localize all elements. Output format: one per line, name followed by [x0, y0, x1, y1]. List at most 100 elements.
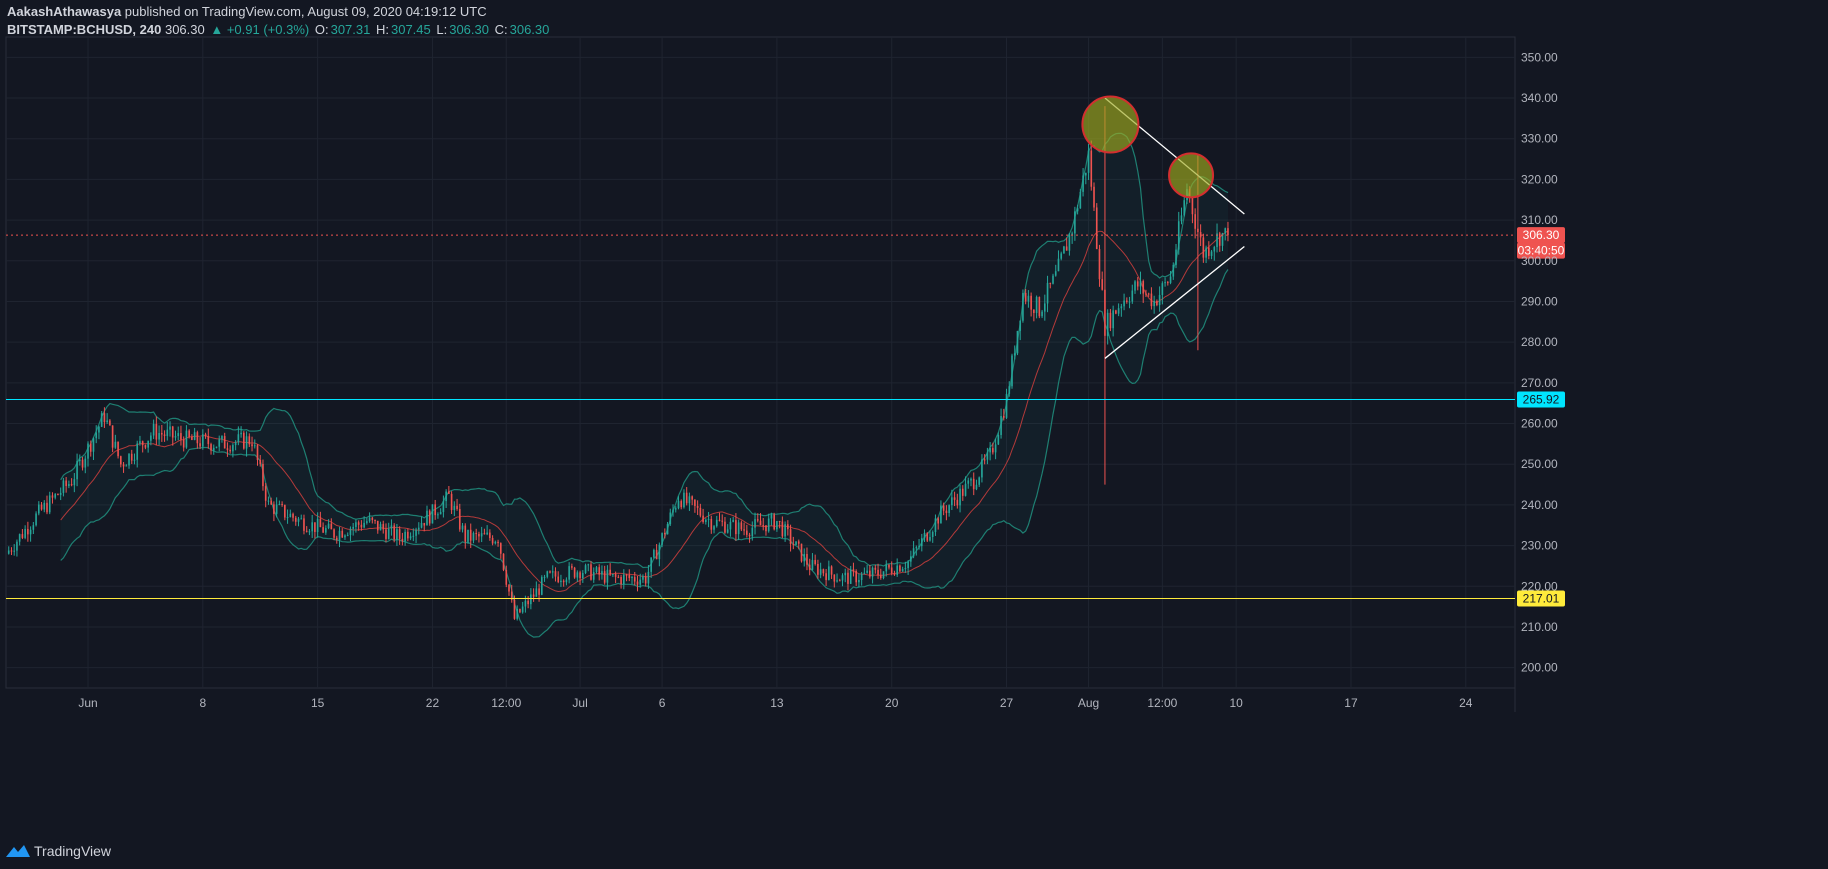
- candle-body: [325, 528, 327, 533]
- brand-name: TradingView: [34, 843, 112, 859]
- candle-body: [934, 518, 937, 532]
- candle-body: [155, 423, 158, 440]
- symbol-label[interactable]: BITSTAMP:BCHUSD, 240: [7, 22, 162, 37]
- candle-body: [877, 569, 879, 576]
- candle-body: [866, 570, 868, 573]
- candle-body: [202, 434, 204, 447]
- candle-body: [620, 577, 622, 584]
- candle-body: [970, 478, 972, 481]
- candle-body: [335, 537, 338, 540]
- candle-body: [737, 522, 740, 535]
- candle-body: [40, 504, 43, 510]
- candle-body: [1224, 228, 1227, 234]
- candle-body: [849, 569, 852, 584]
- candle-body: [499, 543, 502, 554]
- candle-body: [765, 525, 767, 532]
- candle-body: [117, 441, 119, 457]
- author-name[interactable]: AakashAthawasya: [7, 4, 122, 19]
- candle-body: [445, 491, 447, 502]
- open-label: O:: [314, 22, 329, 37]
- candle-body: [776, 521, 778, 530]
- candle-body: [869, 570, 871, 577]
- candle-body: [423, 522, 426, 526]
- candle-body: [494, 541, 497, 544]
- candle-body: [929, 536, 931, 541]
- candle-body: [491, 537, 494, 544]
- candle-body: [1131, 290, 1134, 302]
- level-tag: [1517, 227, 1565, 244]
- candle-body: [579, 572, 581, 579]
- candle-body: [1216, 233, 1218, 248]
- candle-body: [355, 522, 357, 527]
- candle-body: [284, 504, 286, 518]
- candle-body: [814, 560, 816, 564]
- candle-body: [305, 530, 308, 532]
- candle-body: [300, 518, 303, 520]
- candle-body: [234, 441, 237, 446]
- candle-body: [694, 499, 696, 506]
- candle-body: [1164, 282, 1166, 284]
- candle-body: [527, 600, 529, 605]
- candle-body: [735, 520, 737, 535]
- tradingview-footer[interactable]: TradingView: [6, 842, 111, 860]
- candle-body: [975, 484, 978, 490]
- countdown-text: 03:40:50: [1518, 244, 1565, 258]
- candle-body: [513, 599, 516, 619]
- candle-body: [420, 522, 423, 528]
- candle-body: [847, 572, 849, 584]
- candle-body: [1043, 303, 1046, 312]
- close-value: 306.30: [509, 22, 550, 37]
- candle-body: [609, 569, 611, 575]
- x-tick-label: 10: [1229, 696, 1243, 710]
- candle-body: [1115, 310, 1117, 314]
- candle-body: [852, 569, 855, 572]
- x-tick-label: 27: [1000, 696, 1014, 710]
- candle-body: [961, 488, 964, 496]
- candle-body: [352, 526, 354, 529]
- candle-body: [953, 497, 956, 500]
- y-tick-label: 210.00: [1521, 620, 1558, 634]
- candle-body: [710, 518, 713, 530]
- candle-body: [259, 459, 262, 464]
- bollinger-fill: [60, 133, 1229, 638]
- candle-body: [196, 432, 199, 444]
- candle-body: [1041, 311, 1043, 317]
- candle-body: [48, 495, 51, 513]
- candle-body: [65, 480, 67, 486]
- candle-body: [590, 564, 592, 580]
- candle-body: [992, 448, 994, 453]
- candle-body: [1142, 281, 1145, 294]
- candle-body: [1117, 308, 1120, 314]
- x-tick-label: Aug: [1078, 696, 1099, 710]
- candle-body: [385, 529, 387, 539]
- candle-body: [1011, 355, 1013, 387]
- candle-body: [1060, 253, 1063, 259]
- candle-body: [789, 529, 792, 545]
- candle-body: [1024, 292, 1027, 302]
- candle-body: [221, 436, 223, 440]
- candle-body: [655, 549, 658, 560]
- candle-body: [1175, 249, 1177, 265]
- axes: 200.00 210.00 220.00 230.00 240.00 250.00 260.…: [78, 50, 1558, 710]
- candle-body: [177, 433, 180, 437]
- candle-body: [415, 529, 417, 536]
- candle-body: [262, 463, 264, 487]
- candle-body: [248, 436, 251, 445]
- candle-body: [535, 588, 538, 597]
- y-tick-label: 200.00: [1521, 661, 1558, 675]
- candle-body: [666, 524, 669, 535]
- x-tick-label: 8: [199, 696, 206, 710]
- candle-body: [1153, 300, 1155, 307]
- candle-body: [576, 572, 579, 578]
- candle-body: [1065, 246, 1068, 251]
- candle-body: [560, 580, 562, 583]
- candle-body: [73, 479, 76, 486]
- candle-body: [888, 564, 890, 568]
- candle-body: [147, 440, 149, 448]
- y-tick-label: 220.00: [1521, 579, 1558, 593]
- candle-body: [393, 525, 396, 540]
- candle-body: [890, 567, 893, 574]
- candle-body: [417, 527, 420, 530]
- candle-body: [1090, 150, 1093, 187]
